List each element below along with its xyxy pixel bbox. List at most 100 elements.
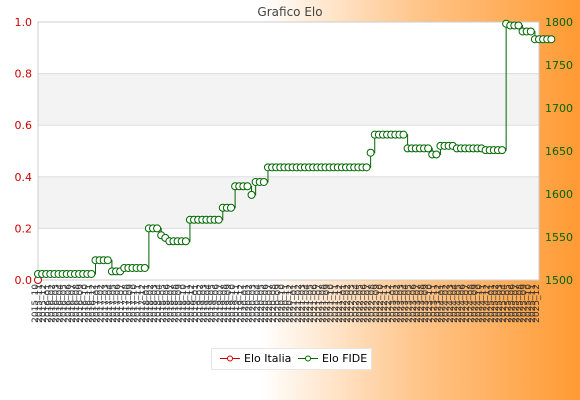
legend-marker-red-icon [220,355,240,362]
x-tick-label: 2019_01 [191,284,201,323]
x-tick-label: 2016_03 [52,284,62,323]
x-tick-label: 2017_06 [113,284,123,323]
x-tick-label: 2023_05 [405,284,415,323]
x-tick-label: 2023_07 [413,284,423,323]
x-tick-label: 2021_08 [318,284,328,323]
data-point [514,21,523,30]
x-tick-label: 2016_02 [47,284,57,323]
x-tick-label: 2021_06 [310,284,320,323]
x-tick-label: 2016_04 [56,284,66,323]
data-point [227,203,236,212]
data-point [399,130,408,139]
left-tick-label: 0.2 [15,222,33,235]
data-point [547,35,556,44]
x-tick-label: 2020_09 [273,284,283,323]
data-point [362,163,371,172]
legend-item-elo-italia[interactable]: Elo Italia [220,352,291,365]
x-tick-label: 2022_12 [384,284,394,323]
x-tick-label: 2022_06 [360,284,370,323]
grid-band [38,176,539,229]
data-point [432,150,441,159]
x-tick-label: 2022_03 [347,284,357,323]
x-tick-label: 2020_03 [249,284,259,323]
x-tick-label: 2019_03 [199,284,209,323]
x-tick-label: 2018_12 [187,284,197,323]
x-tick-label: 2017_07 [117,284,127,323]
x-tick-label: 2020_05 [257,284,267,323]
x-tick-label: 2020_11 [282,284,292,323]
x-tick-label: 2021_10 [327,284,337,323]
x-tick-label: 2023_09 [421,284,431,323]
x-tick-label: 2024_04 [450,284,460,323]
x-tick-label: 2016_12 [88,284,98,323]
x-tick-label: 2022_05 [355,284,365,323]
right-axis: 1500 1550 1600 1650 1700 1750 1800 [545,16,573,287]
x-tick-label: 2020_07 [265,284,275,323]
x-tick-label: 2016_05 [60,284,70,323]
x-tick-label: 2025_08 [516,284,526,323]
right-tick-label: 1500 [545,274,573,287]
data-point [424,144,433,153]
x-tick-label: 2023_03 [396,284,406,323]
left-tick-label: 0.0 [15,274,33,287]
x-tick-label: 2024_08 [466,284,476,323]
right-tick-label: 1800 [545,16,573,29]
legend-label-elo-italia: Elo Italia [244,352,292,365]
x-tick-label: 2021_01 [290,284,300,323]
x-tick-label: 2018_06 [162,284,172,323]
x-tick-label: 2025_07 [511,284,521,323]
x-tick-label: 2020_08 [269,284,279,323]
x-tick-label: 2020_10 [277,284,287,323]
x-tick-label: 2019_02 [195,284,205,323]
x-tick-label: 2025_09 [520,284,530,323]
x-tick-label: 2018_11 [183,284,193,323]
x-tick-label: 2022_09 [372,284,382,323]
data-point [103,256,112,265]
x-tick-label: 2017_10 [130,284,140,323]
x-tick-label: 2018_03 [150,284,160,323]
x-tick-label: 2017_05 [109,284,119,323]
x-tick-label: 2019_06 [212,284,222,323]
x-tick-label: 2018_02 [146,284,156,323]
x-tick-label: 2017_01 [93,284,103,323]
x-tick-label: 2018_08 [171,284,181,323]
x-tick-label: 2019_07 [216,284,226,323]
data-point [526,27,535,36]
grid-band [38,73,539,126]
x-tick-label: 2023_10 [425,284,435,323]
x-tick-label: 2021_09 [323,284,333,323]
series-layer [34,19,556,284]
data-point [181,237,190,246]
x-tick-label: 2025_05 [503,284,513,323]
data-point [498,146,507,155]
x-tick-label: 2019_10 [228,284,238,323]
x-tick-label: 2020_04 [253,284,263,323]
x-tick-label: 2016_11 [84,284,94,323]
x-tick-label: 2021_07 [314,284,324,323]
x-tick-label: 2015_11 [35,284,45,323]
x-tick-label: 2019_11 [232,284,242,323]
x-tick-label: 2016_09 [76,284,86,323]
left-tick-label: 0.8 [15,68,33,81]
x-tick-label: 2022_08 [368,284,378,323]
series-elo-fide [34,19,556,278]
x-tick-label: 2018_07 [167,284,177,323]
x-tick-label: 2022_11 [380,284,390,323]
right-tick-label: 1700 [545,102,573,115]
x-axis: 2015_102015_112015_122016_012016_022016_… [31,284,542,323]
x-tick-label: 2024_05 [454,284,464,323]
left-tick-label: 1.0 [15,16,33,29]
data-point [243,182,252,191]
x-tick-label: 2019_09 [224,284,234,323]
x-tick-label: 2021_02 [294,284,304,323]
x-tick-label: 2025_01 [487,284,497,323]
x-tick-label: 2022_01 [339,284,349,323]
x-tick-label: 2016_01 [43,284,53,323]
data-point [214,215,223,224]
legend-item-elo-fide[interactable]: Elo FIDE [298,352,367,365]
x-tick-label: 2025_04 [499,284,509,323]
x-tick-label: 2016_07 [68,284,78,323]
x-tick-label: 2015_10 [31,284,41,323]
right-tick-label: 1550 [545,231,573,244]
x-tick-label: 2020_12 [286,284,296,323]
